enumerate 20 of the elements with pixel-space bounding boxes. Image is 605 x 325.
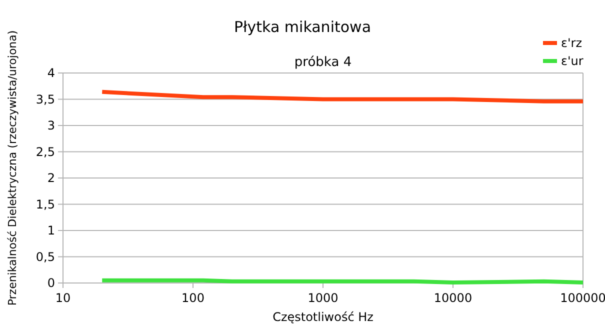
x-axis-title: Częstotliwość Hz xyxy=(272,310,374,324)
x-tick-label: 100000 xyxy=(560,291,605,305)
y-tick-label: 3 xyxy=(47,118,55,132)
y-tick-label: 2,5 xyxy=(36,144,55,159)
chart-subtitle: próbka 4 xyxy=(294,55,352,70)
x-tick-label: 10000 xyxy=(434,291,472,305)
y-tick-label: 4 xyxy=(47,66,55,80)
y-tick-label: 1 xyxy=(47,224,55,238)
chart-title: Płytka mikanitowa xyxy=(234,18,372,36)
x-tick-label: 100 xyxy=(182,291,204,305)
legend-label: ε'ur xyxy=(561,54,584,68)
y-axis-title: Przenikalność Dielektryczna (rzeczywista/urojona) xyxy=(6,30,19,306)
y-tick-label: 2 xyxy=(47,171,55,185)
x-tick-label: 1000 xyxy=(308,291,338,305)
x-tick-label: 10 xyxy=(55,291,71,305)
y-tick-label: 0 xyxy=(47,276,55,290)
y-tick-label: 0,5 xyxy=(36,250,55,264)
legend-label: ε'rz xyxy=(561,36,582,50)
y-tick-label: 3,5 xyxy=(36,92,55,106)
y-tick-label: 1,5 xyxy=(36,197,55,212)
